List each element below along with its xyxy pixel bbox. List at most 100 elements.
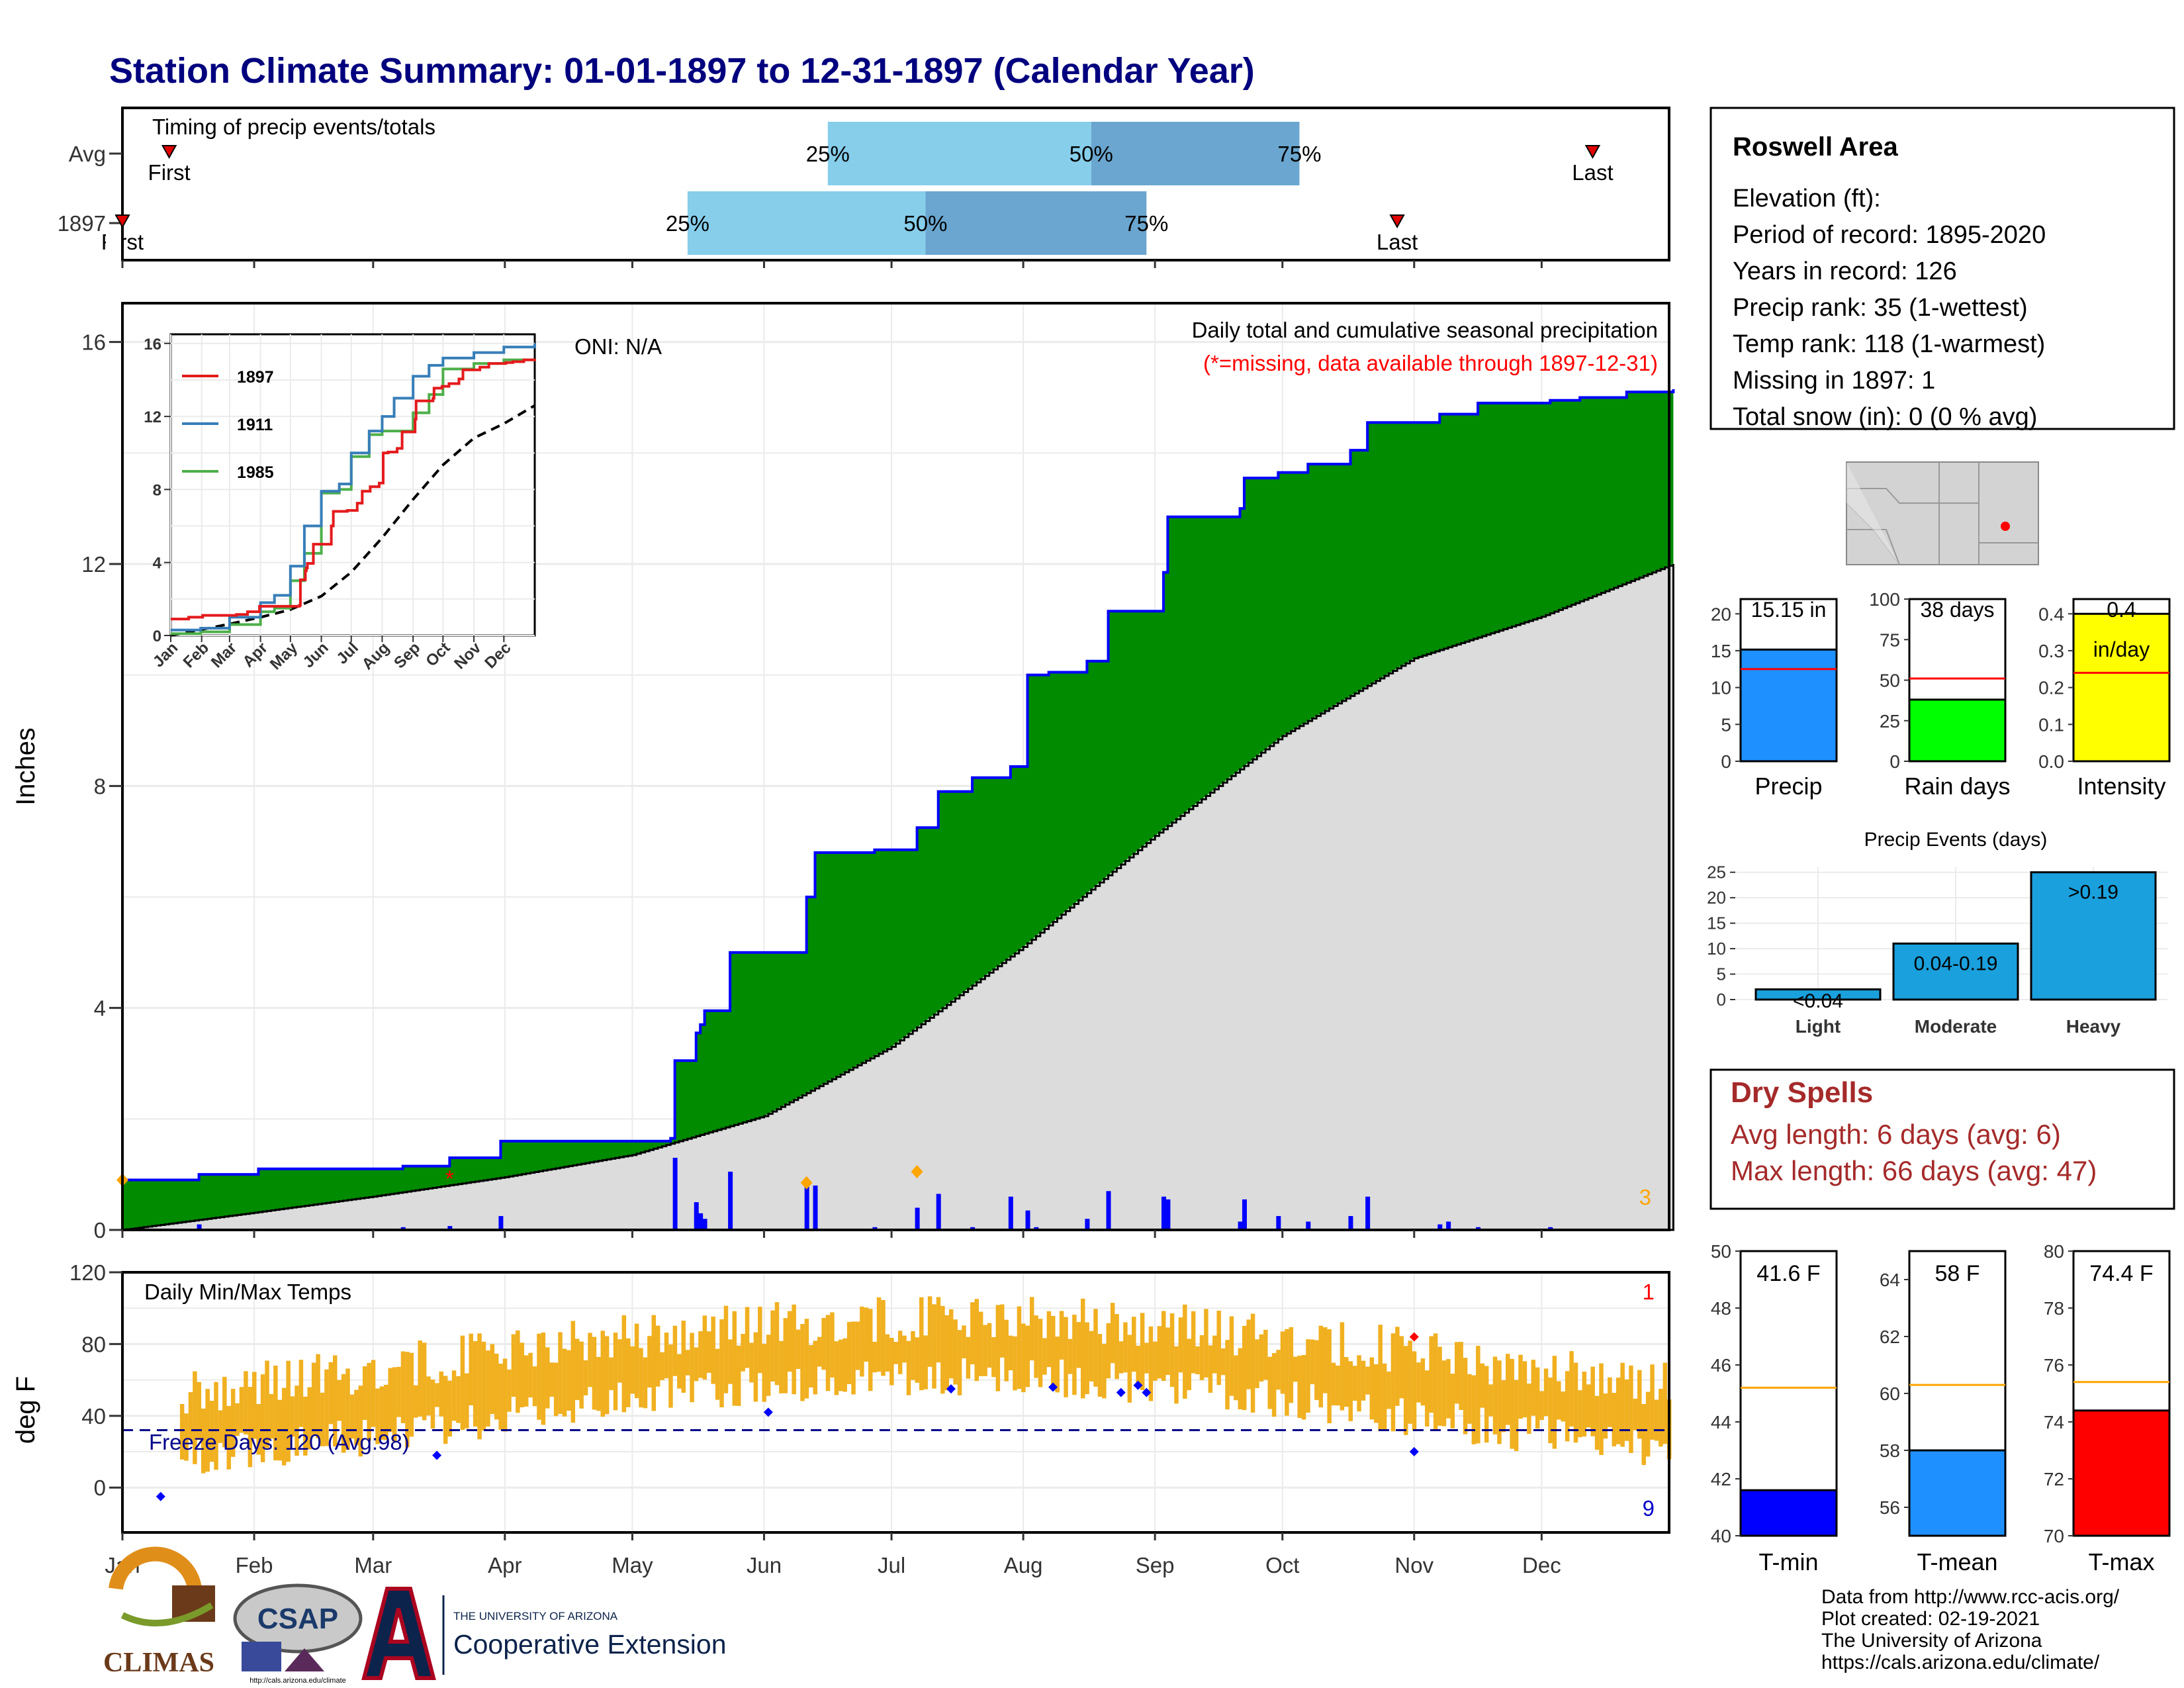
daily-temp-bar xyxy=(1029,1297,1034,1361)
daily-temp-bar xyxy=(528,1352,533,1398)
month-label: Apr xyxy=(488,1553,522,1577)
daily-temp-bar xyxy=(1586,1384,1591,1428)
credits: Data from http://www.rcc-acis.org/Plot c… xyxy=(1821,1586,2120,1673)
daily-temp-bar xyxy=(1118,1341,1124,1374)
daily-temp-bar xyxy=(923,1335,928,1389)
precip-y-tick-label: 12 xyxy=(81,552,106,577)
ua-small-text: THE UNIVERSITY OF ARIZONA xyxy=(453,1610,618,1622)
daily-temp-bar xyxy=(1476,1346,1480,1444)
events-bar-label: 0.04-0.19 xyxy=(1914,953,1998,974)
daily-temp-bar xyxy=(248,1387,253,1468)
daily-temp-bar xyxy=(1000,1304,1005,1358)
daily-temp-bar xyxy=(1136,1345,1140,1385)
daily-temp-bar xyxy=(1212,1335,1217,1374)
daily-temp-bar xyxy=(426,1376,431,1416)
daily-temp-bar xyxy=(498,1364,503,1430)
daily-temp-bar xyxy=(523,1355,529,1407)
events-bar xyxy=(1754,988,1882,1001)
daily-temp-bar xyxy=(1654,1399,1659,1441)
daily-temp-bar xyxy=(936,1297,941,1363)
daily-temp-bar xyxy=(940,1305,945,1394)
daily-temp-bar xyxy=(1106,1323,1111,1379)
precip-panel-title: Daily total and cumulative seasonal prec… xyxy=(1192,318,1658,342)
daily-temp-bar xyxy=(804,1319,809,1399)
daily-precip-bar xyxy=(698,1213,704,1230)
timing-row-label: 1897 xyxy=(58,211,106,236)
daily-temp-bar xyxy=(1246,1319,1251,1389)
mini-bar-value xyxy=(1908,698,2007,763)
daily-temp-bar xyxy=(719,1319,724,1408)
daily-temp-bar xyxy=(400,1351,406,1424)
daily-precip-bar xyxy=(400,1227,406,1230)
csap-mountain-shape xyxy=(285,1648,324,1671)
daily-temp-bar xyxy=(418,1340,422,1417)
daily-temp-bar xyxy=(1178,1317,1183,1373)
block-a-shape xyxy=(361,1587,436,1680)
daily-temp-bar xyxy=(307,1387,312,1450)
precip-y-label: Inches xyxy=(11,727,40,806)
daily-temp-bar xyxy=(915,1337,920,1383)
timing-row-label: Avg xyxy=(69,142,106,166)
daily-temp-bar xyxy=(1373,1364,1379,1423)
daily-temp-bar xyxy=(1387,1371,1391,1409)
daily-temp-bar xyxy=(868,1309,873,1391)
daily-temp-bar xyxy=(1216,1311,1221,1385)
daily-temp-bar xyxy=(1390,1333,1396,1432)
daily-temp-bar xyxy=(1102,1344,1107,1399)
daily-temp-bar xyxy=(987,1323,992,1368)
mini-bar-intensity: 0.0 0.1 0.2 0.3 0.4 0.4 in/day Intensity xyxy=(2038,598,2171,800)
daily-temp-bar xyxy=(1412,1351,1417,1430)
daily-temp-bar xyxy=(443,1376,448,1444)
daily-temp-bar xyxy=(1518,1354,1523,1419)
temp-bar-t-min: 40 42 44 46 48 50 41.6 F T-min xyxy=(1711,1241,1838,1575)
daily-temp-bar xyxy=(927,1296,933,1367)
daily-temp-bar xyxy=(1425,1370,1430,1427)
daily-temp-bar xyxy=(846,1322,852,1384)
daily-temp-bar xyxy=(770,1310,775,1382)
month-label: Mar xyxy=(354,1553,392,1577)
daily-temp-bar xyxy=(600,1331,605,1417)
daily-temp-bar xyxy=(948,1309,954,1379)
daily-temp-bar xyxy=(1306,1339,1310,1413)
daily-temp-bar xyxy=(1344,1357,1349,1407)
daily-temp-bar xyxy=(1645,1391,1651,1457)
daily-temp-bar xyxy=(239,1387,244,1433)
daily-temp-bar xyxy=(1594,1395,1600,1450)
temp-panel-title: Daily Min/Max Temps xyxy=(144,1280,351,1304)
daily-temp-bar xyxy=(447,1380,452,1437)
temp-bar-tick-label: 50 xyxy=(1711,1241,1731,1262)
daily-temp-bar xyxy=(1208,1345,1213,1393)
events-tick-label: 25 xyxy=(1707,863,1726,882)
daily-temp-bar xyxy=(1225,1340,1230,1410)
daily-temp-bar xyxy=(1484,1366,1489,1443)
daily-temp-bar xyxy=(592,1336,597,1410)
inset-legend: 1897 1911 1985 xyxy=(182,368,274,482)
daily-temp-bar xyxy=(545,1347,550,1409)
temp-bar-frame xyxy=(1739,1250,1838,1537)
station-name: Roswell Area xyxy=(1733,132,1898,162)
daily-temp-bar xyxy=(1420,1358,1426,1406)
daily-temp-bar xyxy=(1140,1313,1145,1390)
daily-temp-bar xyxy=(197,1382,202,1440)
mini-bar-value xyxy=(1739,648,1838,763)
temp-bar-value-label: 41.6 F xyxy=(1756,1261,1820,1286)
daily-precip-bar xyxy=(1548,1227,1553,1230)
daily-temp-bar xyxy=(876,1297,882,1372)
temp-bar-tick-label: 74 xyxy=(2044,1412,2064,1432)
month-label: Dec xyxy=(1522,1553,1561,1577)
freeze-days-label: Freeze Days: 120 (Avg:98) xyxy=(149,1430,410,1454)
info-line: Missing in 1897: 1 xyxy=(1733,367,1935,395)
daily-precip-bar xyxy=(1306,1221,1311,1230)
daily-temp-bar xyxy=(655,1325,660,1387)
daily-temp-bar xyxy=(256,1403,261,1455)
daily-temp-bar xyxy=(1013,1336,1017,1391)
daily-temp-bar xyxy=(974,1299,979,1382)
daily-temp-bar xyxy=(621,1315,627,1413)
temp-y-label: deg F xyxy=(11,1376,40,1444)
daily-temp-bar xyxy=(855,1321,860,1370)
temp-bar-t-mean: 56 58 60 62 64 58 F T-mean xyxy=(1880,1250,2007,1575)
daily-temp-bar xyxy=(1089,1331,1094,1382)
daily-temp-bar xyxy=(813,1340,818,1395)
info-lines: Elevation (ft): Period of record: 1895-20… xyxy=(1733,185,2046,431)
daily-temp-bar xyxy=(1446,1359,1451,1419)
